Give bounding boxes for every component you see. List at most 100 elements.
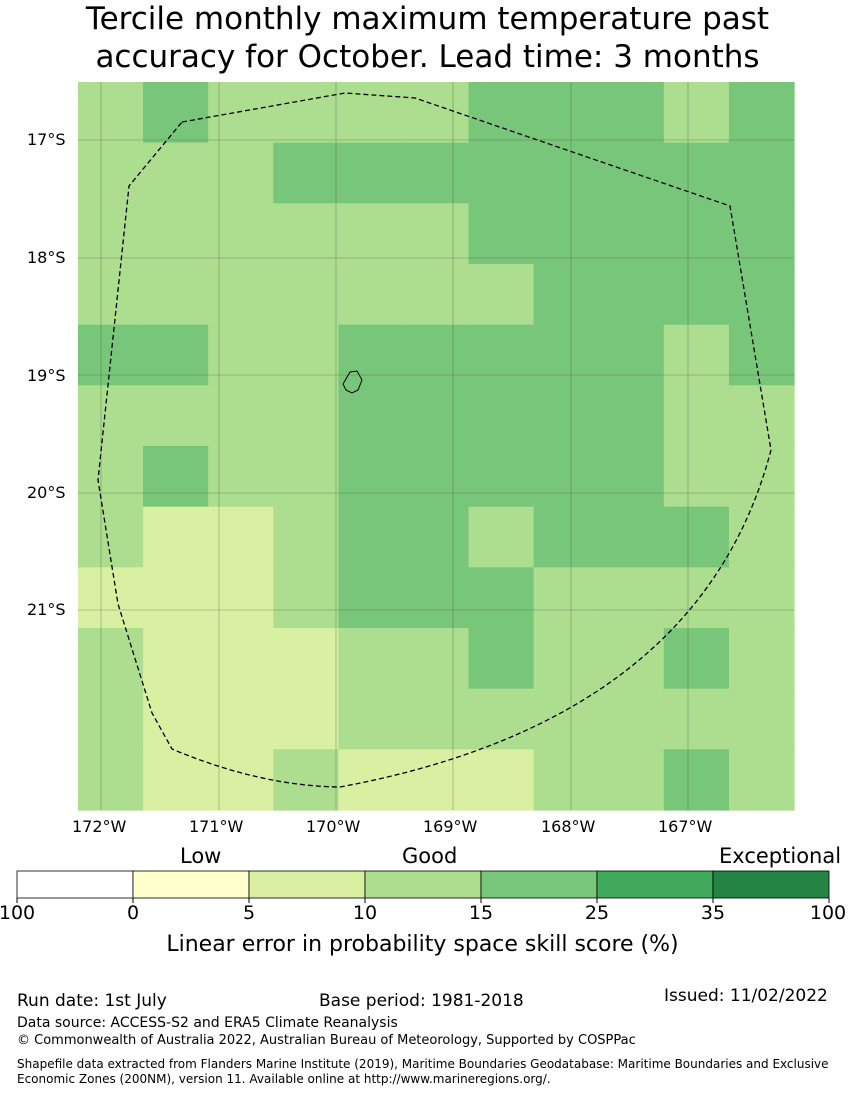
colorbar-category-low: Low [180,844,222,868]
skill-cell [663,264,730,326]
skill-cell [663,385,730,447]
graticule-lines [78,82,794,810]
skill-cell [728,688,795,750]
run-date: Run date: 1st July [17,991,167,1011]
skill-cell [338,142,405,204]
shapefile-credit-1: Shapefile data extracted from Flanders M… [17,1057,829,1071]
skill-cell [208,203,274,265]
colorbar-tick: 100 [0,902,36,924]
colorbar-label: Linear error in probability space skill … [166,932,679,957]
skill-cell [468,749,535,811]
skill-cell [533,567,600,629]
skill-cell [143,506,209,568]
island-outline [342,370,363,394]
skill-cell [403,385,470,447]
skill-cell [598,324,665,386]
skill-cell [663,324,730,386]
colorbar-tick: 100 [809,902,847,924]
skill-cell [533,688,600,750]
skill-cell [273,324,339,386]
lon-label-171w: 171°W [189,817,244,836]
skill-cell [468,446,535,508]
skill-cell [468,264,535,326]
skill-cell [468,142,535,204]
skill-cell [403,749,470,811]
skill-cell [663,688,730,750]
skill-cell [728,506,795,568]
skill-cell [208,264,274,326]
skill-cell [728,264,795,326]
skill-cell [403,688,470,750]
skill-cell [273,567,339,629]
skill-cell [728,446,795,508]
skill-cell [663,142,730,204]
skill-cell [403,264,470,326]
skill-cell [143,688,209,750]
skill-cell [338,749,405,811]
skill-cell [208,385,274,447]
skill-cell [78,688,144,750]
skill-cell [338,264,405,326]
skill-cell [208,142,274,204]
colorbar-swatch [248,870,366,899]
skill-cell [208,749,274,811]
skill-cell [143,628,209,690]
skill-cell [78,82,144,144]
skill-cell [273,688,339,750]
skill-cell [598,82,665,144]
skill-cell [533,82,600,144]
skill-cell [468,688,535,750]
skill-cell [598,749,665,811]
colorbar-tick: 5 [242,902,256,924]
skill-cell [338,385,405,447]
skill-cell [143,142,209,204]
colorbar-category-good: Good [402,844,458,868]
skill-cell [533,506,600,568]
skill-cell [598,688,665,750]
skill-cell [78,264,144,326]
skill-cell [78,628,144,690]
skill-cell [338,506,405,568]
skill-cell [403,567,470,629]
lat-label-20s: 20°S [27,483,66,502]
skill-cell [468,203,535,265]
colorbar-swatch [16,870,134,899]
lat-label-17s: 17°S [27,130,66,149]
skill-cell [273,446,339,508]
skill-cell [598,446,665,508]
skill-cell [533,628,600,690]
skill-cell [663,567,730,629]
issued-date: Issued: 11/02/2022 [664,986,828,1006]
skill-cell [143,567,209,629]
skill-cell [468,82,535,144]
colorbar-tick: 10 [352,902,378,924]
skill-cell [273,203,339,265]
skill-cell [663,203,730,265]
lat-label-18s: 18°S [27,248,66,267]
skill-cell [728,628,795,690]
skill-cell [143,264,209,326]
skill-cell [78,203,144,265]
skill-cell [273,749,339,811]
skill-cell [728,567,795,629]
skill-cell [273,82,339,144]
colorbar-swatch [132,870,250,899]
skill-cell [403,203,470,265]
skill-cell [728,324,795,386]
skill-cell [338,82,405,144]
lat-label-19s: 19°S [27,366,66,385]
skill-cell [468,506,535,568]
colorbar-swatch [596,870,714,899]
skill-cell [533,142,600,204]
title-line-1: Tercile monthly maximum temperature past [85,1,770,37]
skill-cell [468,385,535,447]
colorbar-tick: 35 [700,902,726,924]
skill-cell [663,82,730,144]
skill-cell [338,203,405,265]
copyright: © Commonwealth of Australia 2022, Austra… [17,1033,636,1048]
skill-cell [403,628,470,690]
skill-cell [78,385,144,447]
skill-cell [533,385,600,447]
lon-label-172w: 172°W [72,817,127,836]
